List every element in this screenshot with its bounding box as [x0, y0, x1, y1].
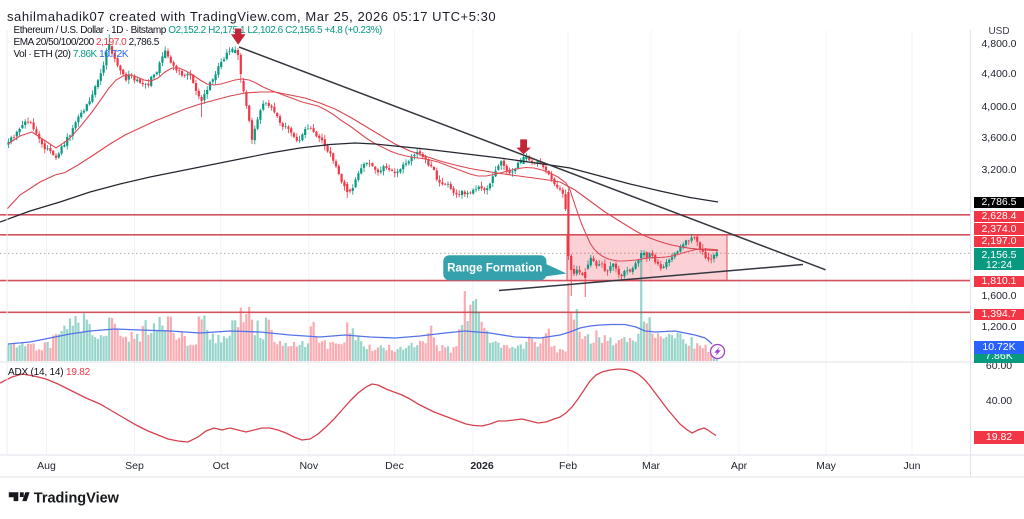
svg-text:Range Formation: Range Formation — [447, 262, 542, 275]
svg-text:TradingView: TradingView — [34, 491, 120, 507]
